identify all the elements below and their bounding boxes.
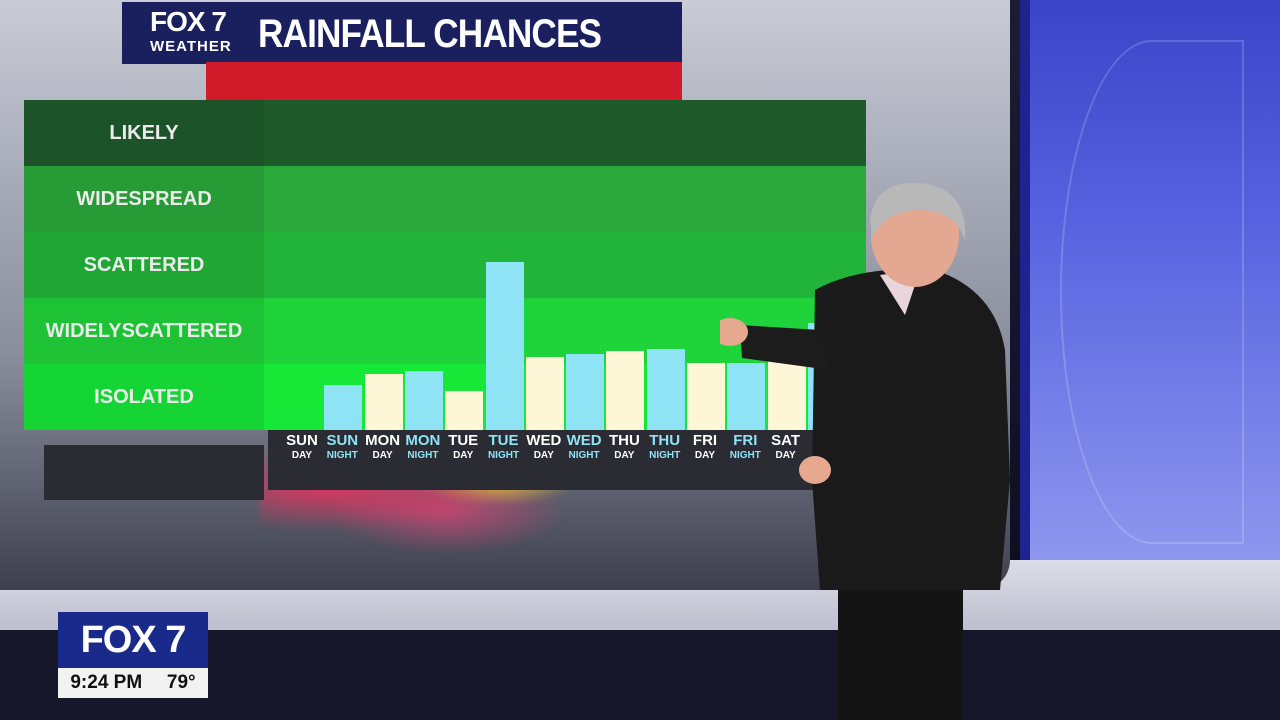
x-tick-day: FRI — [692, 432, 718, 449]
bar-mon-night — [404, 371, 443, 430]
x-tick-period: DAY — [291, 450, 313, 461]
station-bug: FOX 7 9:24 PM 79° — [58, 612, 208, 698]
bar-tue-night — [485, 261, 524, 430]
x-tick-label: WED NIGHT — [562, 432, 606, 463]
x-tick-label: FRI NIGHT — [723, 432, 767, 463]
y-axis-categories: ISOLATED WIDELY SCATTERED SCATTERED WIDESPRE… — [24, 100, 264, 460]
banner-red-strip — [206, 62, 682, 102]
bar-wed-day — [525, 357, 564, 430]
bar-sun-night — [324, 385, 363, 430]
bar-fri-day — [687, 362, 725, 430]
x-tick-label: WED DAY — [522, 432, 566, 463]
x-tick-label: SUN NIGHT — [320, 432, 364, 463]
bar-thu-night — [646, 348, 685, 430]
bar-fri-night — [727, 362, 766, 430]
x-tick-day: WED — [526, 432, 562, 449]
x-tick-day: SUN — [326, 432, 359, 449]
x-tick-period: NIGHT — [407, 450, 439, 461]
x-axis-left-strip — [44, 445, 264, 500]
x-tick-label: THU DAY — [602, 432, 646, 463]
x-tick-day: SAT — [771, 432, 801, 449]
plot-band-likely — [264, 100, 866, 166]
x-tick-label: SUN DAY — [280, 432, 324, 463]
x-tick-day: MON — [405, 432, 441, 449]
bar-mon-day — [364, 373, 403, 430]
bug-info: 9:24 PM 79° — [58, 668, 208, 698]
x-tick-day: MON — [365, 432, 401, 449]
x-tick-day: TUE — [448, 432, 479, 449]
bar-thu-day — [606, 351, 645, 430]
x-tick-period: NIGHT — [326, 450, 358, 461]
x-tick-period: DAY — [533, 450, 554, 461]
x-tick-period: DAY — [694, 450, 716, 461]
logo-subtext: WEATHER — [150, 38, 232, 55]
fox7-weather-logo: FOX 7 WEATHER — [132, 4, 242, 58]
x-tick-period: NIGHT — [568, 450, 600, 461]
y-category-likely: LIKELY — [24, 100, 264, 166]
x-tick-period: DAY — [372, 450, 393, 461]
y-category-widely-scattered: WIDELY SCATTERED — [24, 298, 264, 364]
x-tick-label: THU NIGHT — [643, 432, 687, 463]
plot-band-widespread — [264, 166, 866, 232]
x-tick-label: TUE DAY — [441, 432, 485, 463]
x-tick-label: FRI DAY — [683, 432, 727, 463]
x-tick-period: NIGHT — [487, 450, 520, 461]
x-tick-period: DAY — [614, 450, 635, 461]
x-tick-period: NIGHT — [649, 450, 681, 461]
y-category-isolated: ISOLATED — [24, 364, 264, 430]
bar-tue-day — [445, 390, 484, 430]
bug-logo: FOX 7 — [80, 618, 187, 661]
y-label-line: WIDELY — [45, 320, 122, 342]
bug-logo-box: FOX 7 — [58, 612, 208, 668]
x-tick-period: DAY — [775, 450, 796, 461]
x-tick-day: WED — [566, 432, 602, 449]
current-time: 9:24 PM — [70, 672, 143, 693]
y-label-line: SCATTERED — [121, 320, 243, 342]
studio-floor — [0, 630, 1280, 720]
chart-title: RAINFALL CHANCES — [258, 12, 602, 56]
x-tick-label: TUE NIGHT — [482, 432, 526, 463]
x-tick-day: FRI — [733, 432, 758, 449]
bar-wed-night — [566, 354, 605, 430]
x-tick-period: DAY — [453, 450, 474, 461]
meteorologist — [720, 182, 1010, 720]
current-temperature: 79° — [166, 672, 196, 693]
title-banner: FOX 7 WEATHER RAINFALL CHANCES — [122, 0, 682, 104]
y-category-scattered: SCATTERED — [24, 232, 264, 298]
plot-band-scattered — [264, 232, 866, 298]
x-tick-period: NIGHT — [729, 450, 761, 461]
studio-side-panel — [1020, 0, 1280, 560]
y-category-widespread: WIDESPREAD — [24, 166, 264, 232]
x-tick-day: TUE — [488, 432, 519, 449]
x-tick-label: MON NIGHT — [401, 432, 445, 463]
x-tick-day: SUN — [286, 432, 318, 449]
x-tick-label: MON DAY — [361, 432, 405, 463]
x-tick-day: THU — [649, 432, 681, 449]
logo-text: FOX 7 — [150, 6, 227, 37]
x-tick-label: SAT DAY — [764, 432, 808, 463]
x-tick-day: THU — [608, 432, 640, 449]
plot-band-isolated — [264, 364, 866, 430]
x-axis-bar — [268, 430, 868, 490]
